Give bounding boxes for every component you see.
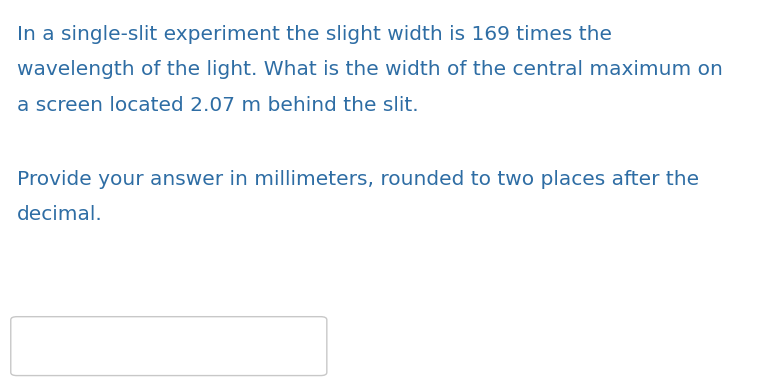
Text: a screen located 2.07 m behind the slit.: a screen located 2.07 m behind the slit. [17,96,418,115]
Text: decimal.: decimal. [17,205,103,224]
FancyBboxPatch shape [11,317,327,376]
Text: wavelength of the light. What is the width of the central maximum on: wavelength of the light. What is the wid… [17,60,723,80]
Text: Provide your answer in millimeters, rounded to two places after the: Provide your answer in millimeters, roun… [17,170,699,189]
Text: In a single-slit experiment the slight width is 169 times the: In a single-slit experiment the slight w… [17,25,612,44]
